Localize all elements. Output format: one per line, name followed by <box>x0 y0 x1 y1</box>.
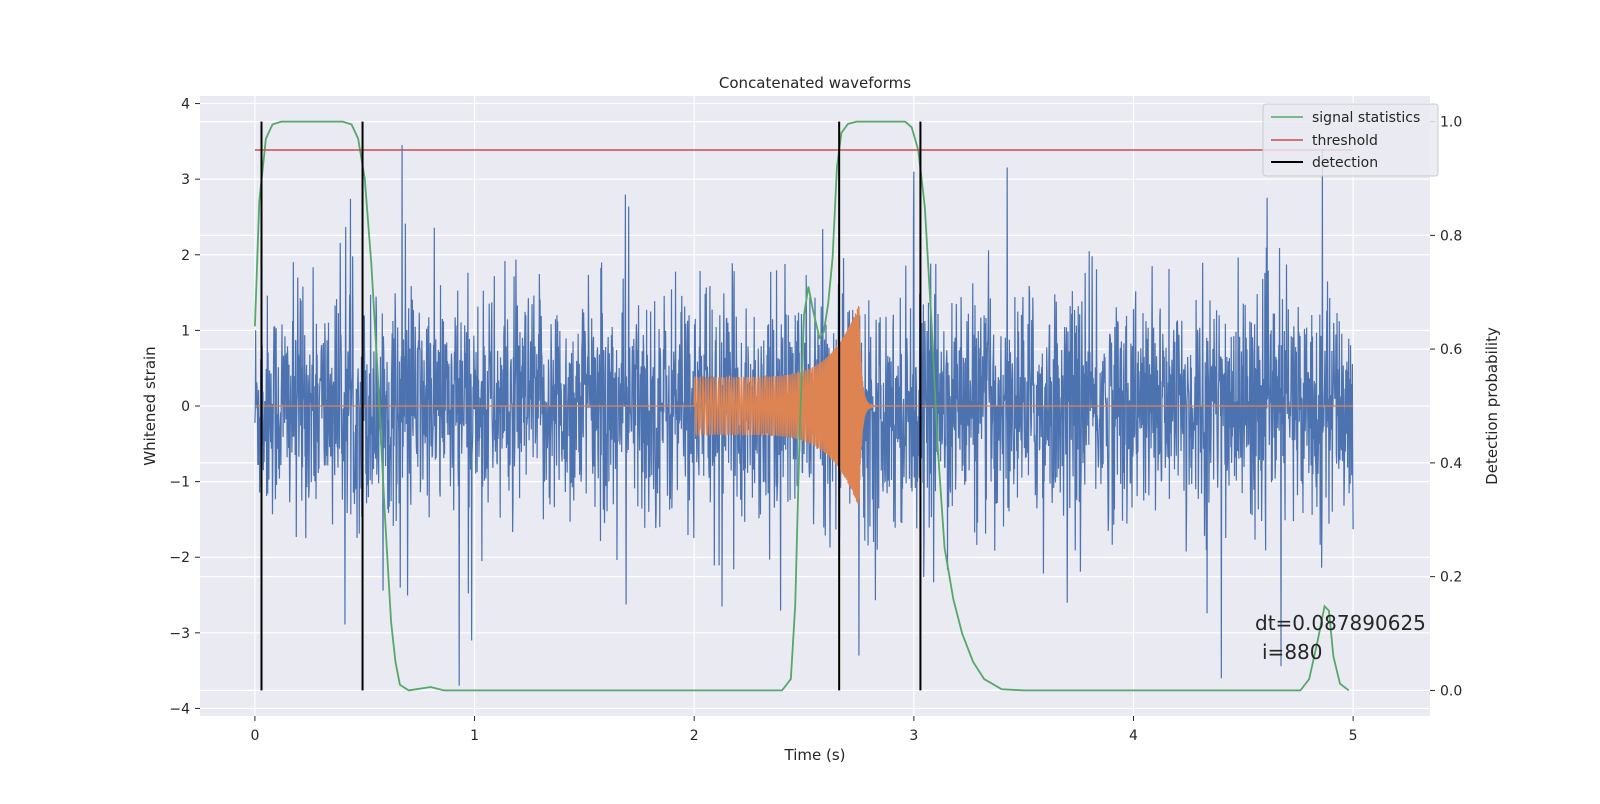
y-tick-label: 4 <box>181 97 190 113</box>
y-tick-label: −3 <box>169 626 190 642</box>
y-tick-label: 1 <box>181 323 190 339</box>
y2-axis-label: Detection probability <box>1483 327 1501 485</box>
y-tick-label: 0 <box>181 399 190 415</box>
y2-tick-label: 1.0 <box>1440 115 1462 131</box>
y-tick-label: 2 <box>181 248 190 264</box>
y2-tick-label: 0.8 <box>1440 228 1462 244</box>
x-tick-label: 3 <box>909 728 918 744</box>
chart-title: Concatenated waveforms <box>719 74 911 92</box>
x-axis-label: Time (s) <box>784 746 846 764</box>
y2-tick-label: 0.6 <box>1440 342 1462 358</box>
legend: signal statistics threshold detection <box>1262 103 1439 177</box>
y-tick-label: −4 <box>169 701 190 717</box>
x-tick-label: 5 <box>1349 728 1358 744</box>
strain-line <box>254 145 1354 686</box>
y-tick-label: 3 <box>181 172 190 188</box>
strain-series <box>254 145 1354 686</box>
y2-tick-label: 0.4 <box>1440 456 1462 472</box>
y2-tick-label: 0.2 <box>1440 570 1462 586</box>
y-tick-label: −2 <box>169 550 190 566</box>
x-tick-label: 2 <box>690 728 699 744</box>
x-tick-label: 0 <box>250 728 259 744</box>
y-axis-label: Whitened strain <box>141 346 159 465</box>
x-tick-label: 1 <box>470 728 479 744</box>
legend-label-threshold: threshold <box>1312 133 1378 149</box>
legend-label-detection: detection <box>1312 155 1378 171</box>
probability-series <box>254 120 1354 692</box>
signal-statistics-line <box>254 120 1350 692</box>
legend-label-signal-statistics: signal statistics <box>1312 110 1420 126</box>
y-tick-label: −1 <box>169 475 190 491</box>
y2-tick-label: 0.0 <box>1440 683 1462 699</box>
template-series <box>254 305 1354 505</box>
x-tick-label: 4 <box>1129 728 1138 744</box>
annotation-dt: dt=0.087890625 <box>1255 611 1426 635</box>
axes: 0 1 2 3 4 5 −4 −3 −2 −1 0 1 2 3 4 0.0 0.2 0.4 0.6 0.8 1.0 <box>169 97 1462 744</box>
legend-box <box>1262 103 1439 177</box>
template-line <box>254 305 1354 505</box>
annotation-index: i=880 <box>1262 640 1323 664</box>
